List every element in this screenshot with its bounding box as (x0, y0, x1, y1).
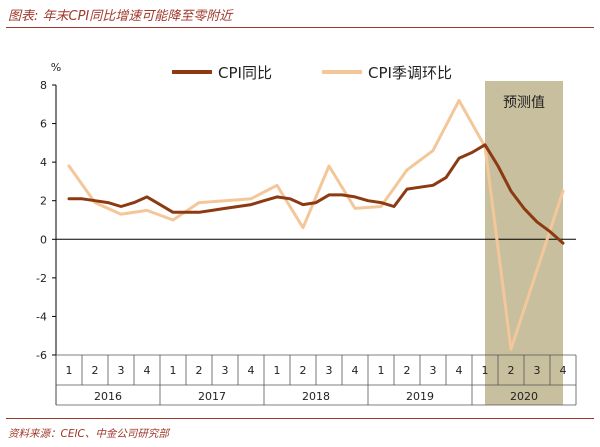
year-label: 2018 (302, 390, 330, 403)
title-rule (6, 27, 594, 28)
quarter-label: 3 (430, 364, 437, 377)
quarter-label: 1 (482, 364, 489, 377)
source-rule (6, 418, 594, 419)
y-tick-label: 8 (40, 79, 47, 92)
series-line-yoy (67, 143, 565, 245)
year-label: 2016 (94, 390, 122, 403)
y-tick-label: 2 (40, 195, 47, 208)
quarter-label: 3 (534, 364, 541, 377)
legend: CPI同比 CPI季调环比 (172, 64, 452, 82)
quarter-label: 3 (118, 364, 125, 377)
quarter-label: 3 (222, 364, 229, 377)
line-chart: 预测值 -6 -4 -2 0 2 4 6 8% 2016 2017 2018 2019 2020 1 2 3 4… (36, 61, 577, 406)
series-line-mom (67, 98, 565, 351)
quarter-label: 4 (456, 364, 463, 377)
quarter-label: 2 (404, 364, 411, 377)
y-tick-label: -2 (36, 272, 47, 285)
y-tick-label: 6 (40, 118, 47, 131)
y-tick-label: 0 (40, 233, 47, 246)
quarter-label: 4 (248, 364, 255, 377)
y-axis-unit: % (51, 61, 61, 74)
quarter-label: 4 (352, 364, 359, 377)
axis-layer: -6 -4 -2 0 2 4 6 8% 2016 2017 2018 2019 2020 1 2 3 4 1 2 3 4… (36, 61, 577, 406)
y-tick-label: 4 (40, 156, 47, 169)
year-label: 2019 (406, 390, 434, 403)
quarter-label: 2 (196, 364, 203, 377)
quarter-label: 1 (274, 364, 281, 377)
figure-title: 图表: 年末CPI同比增速可能降至零附近 (8, 9, 233, 24)
quarter-label: 2 (300, 364, 307, 377)
series-layer (67, 98, 565, 351)
quarter-label: 4 (560, 364, 567, 377)
y-tick-label: -4 (36, 310, 47, 323)
quarter-label: 3 (326, 364, 333, 377)
year-label: 2017 (198, 390, 226, 403)
year-label: 2020 (510, 390, 538, 403)
quarter-label: 2 (508, 364, 515, 377)
source-note: 资料来源：CEIC、中金公司研究部 (8, 428, 169, 440)
legend-label-yoy: CPI同比 (218, 64, 272, 82)
quarter-label: 1 (66, 364, 73, 377)
quarter-label: 1 (170, 364, 177, 377)
quarter-label: 1 (378, 364, 385, 377)
forecast-label: 预测值 (503, 95, 545, 111)
legend-label-mom: CPI季调环比 (368, 64, 452, 82)
y-tick-label: -6 (36, 349, 47, 362)
quarter-label: 2 (92, 364, 99, 377)
quarter-label: 4 (144, 364, 151, 377)
